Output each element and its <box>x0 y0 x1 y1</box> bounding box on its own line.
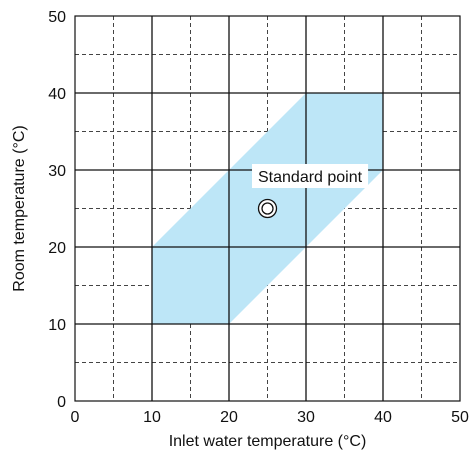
x-tick-label-0: 0 <box>71 409 80 426</box>
standard-point-layer <box>259 200 277 218</box>
x-tick-labels: 0 10 20 30 40 50 <box>71 409 469 426</box>
y-axis-label: Room temperature (°C) <box>11 125 28 291</box>
y-tick-label-0: 0 <box>57 394 66 411</box>
standard-point-inner-ring <box>262 203 273 214</box>
y-tick-label-50: 50 <box>48 9 66 26</box>
standard-point-label: Standard point <box>258 169 363 186</box>
y-tick-labels: 0 10 20 30 40 50 <box>48 9 66 411</box>
x-tick-label-20: 20 <box>220 409 238 426</box>
x-tick-label-40: 40 <box>374 409 392 426</box>
x-tick-label-30: 30 <box>297 409 315 426</box>
y-tick-label-40: 40 <box>48 86 66 103</box>
x-tick-label-50: 50 <box>451 409 469 426</box>
y-tick-label-30: 30 <box>48 163 66 180</box>
y-tick-label-10: 10 <box>48 317 66 334</box>
x-axis-label: Inlet water temperature (°C) <box>169 433 367 450</box>
y-tick-label-20: 20 <box>48 240 66 257</box>
x-tick-label-10: 10 <box>143 409 161 426</box>
